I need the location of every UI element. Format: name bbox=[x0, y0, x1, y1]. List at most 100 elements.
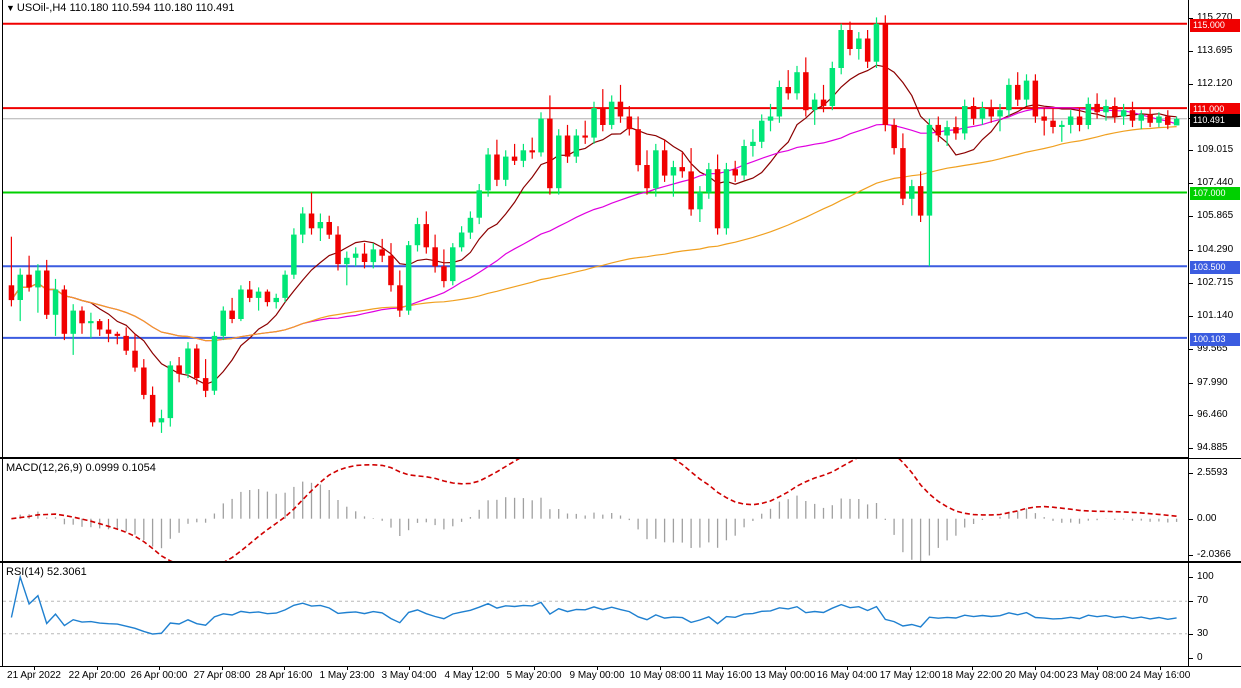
time-axis-label: 23 May 08:00 bbox=[1066, 670, 1128, 681]
candle bbox=[1006, 78, 1012, 117]
rsi-line bbox=[10, 574, 1177, 635]
candle-body bbox=[979, 108, 986, 119]
time-axis-label: 9 May 00:00 bbox=[569, 670, 625, 681]
candle-body bbox=[776, 87, 783, 117]
candle-body bbox=[70, 310, 76, 334]
price-tick-label: 107.440 bbox=[1197, 177, 1234, 188]
macd-panel: MACD(12,26,9) 0.0999 0.1054 2.5593 0.00 -2… bbox=[0, 458, 1241, 562]
candle-body bbox=[706, 169, 712, 193]
candle-body bbox=[935, 124, 941, 136]
price-level-tag-support-100[interactable]: 100.103 bbox=[1190, 333, 1240, 346]
time-tick bbox=[159, 667, 160, 670]
candle bbox=[202, 359, 209, 398]
candle bbox=[997, 103, 1003, 132]
candle bbox=[635, 116, 641, 172]
candle bbox=[600, 89, 606, 132]
candle-body bbox=[423, 224, 429, 248]
time-tick bbox=[1160, 667, 1161, 670]
candle-body bbox=[8, 285, 15, 301]
candle-body bbox=[847, 30, 853, 49]
candle-body bbox=[670, 167, 677, 176]
macd-signal-line bbox=[11, 459, 1177, 561]
time-axis[interactable]: 21 Apr 2022 22 Apr 20:00 26 Apr 00:00 27 Ap… bbox=[0, 667, 1241, 688]
candle bbox=[988, 99, 994, 123]
candle bbox=[838, 23, 844, 75]
candle bbox=[264, 289, 271, 307]
candle bbox=[741, 139, 747, 180]
candle bbox=[141, 359, 147, 400]
candle bbox=[255, 287, 262, 311]
candle-body bbox=[1129, 110, 1136, 121]
candle bbox=[397, 270, 403, 317]
candle-body bbox=[361, 253, 368, 262]
candle-body bbox=[105, 329, 112, 334]
candle-body bbox=[988, 108, 994, 117]
price-level-tag-support-107[interactable]: 107.000 bbox=[1190, 187, 1240, 200]
candle bbox=[679, 152, 685, 178]
candle-body bbox=[926, 124, 933, 216]
candle bbox=[962, 99, 968, 140]
candle bbox=[1059, 120, 1065, 142]
candle bbox=[564, 124, 571, 163]
candle bbox=[335, 226, 341, 271]
price-tick bbox=[1189, 18, 1193, 19]
rsi-tick bbox=[1189, 577, 1193, 578]
candle-body bbox=[1120, 110, 1127, 117]
candle bbox=[1173, 116, 1180, 126]
candle bbox=[211, 331, 218, 395]
price-tick bbox=[1189, 283, 1193, 284]
candle bbox=[935, 116, 941, 142]
time-tick bbox=[472, 667, 473, 670]
candle-body bbox=[679, 167, 685, 172]
price-tick bbox=[1189, 448, 1193, 449]
time-tick bbox=[34, 667, 35, 670]
candle bbox=[608, 95, 615, 130]
price-axis[interactable]: 115.270113.695112.120110.545109.015107.4… bbox=[1188, 0, 1241, 458]
candle bbox=[661, 139, 668, 182]
price-level-tag-last-price-110[interactable]: 110.491 bbox=[1190, 114, 1240, 127]
candle-body bbox=[767, 116, 774, 121]
candle-body bbox=[882, 23, 889, 126]
price-level-tag-resistance-115[interactable]: 115.000 bbox=[1190, 19, 1240, 32]
candle bbox=[1156, 112, 1162, 128]
time-axis-label: 24 May 16:00 bbox=[1129, 670, 1191, 681]
candle-body bbox=[1112, 106, 1118, 117]
rsi-plot-area[interactable] bbox=[2, 563, 1188, 666]
candle-body bbox=[970, 106, 977, 119]
candle bbox=[882, 15, 889, 132]
candle bbox=[414, 217, 421, 252]
price-tick-label: 104.290 bbox=[1197, 244, 1234, 255]
candle-body bbox=[962, 106, 968, 134]
price-plot-area[interactable] bbox=[2, 0, 1188, 458]
candle bbox=[891, 118, 897, 155]
candle bbox=[379, 238, 385, 263]
candle-body bbox=[370, 249, 377, 263]
candle-body bbox=[61, 289, 68, 334]
candle-body bbox=[635, 129, 641, 166]
candle-body bbox=[344, 257, 350, 265]
candle bbox=[423, 211, 429, 254]
price-level-tag-resistance-111[interactable]: 111.000 bbox=[1190, 103, 1240, 116]
candle bbox=[644, 150, 650, 195]
candle-body bbox=[873, 23, 880, 62]
candle-body bbox=[617, 101, 624, 117]
candle-body bbox=[626, 116, 633, 130]
candle bbox=[626, 106, 633, 136]
time-axis-label: 4 May 12:00 bbox=[444, 670, 500, 681]
price-tick-label: 96.460 bbox=[1197, 409, 1228, 420]
candle bbox=[158, 409, 165, 433]
candle bbox=[132, 333, 138, 372]
candle bbox=[803, 57, 809, 117]
collapse-chevron-icon[interactable]: ▼ bbox=[6, 3, 15, 13]
candle bbox=[794, 65, 800, 100]
candle-body bbox=[149, 394, 156, 423]
time-tick bbox=[1097, 667, 1098, 670]
macd-plot-area[interactable] bbox=[2, 459, 1188, 561]
candle bbox=[503, 150, 509, 187]
price-level-tag-support-103[interactable]: 103.500 bbox=[1190, 261, 1240, 274]
candle bbox=[979, 101, 986, 125]
candle-body bbox=[811, 99, 818, 111]
candle-body bbox=[750, 141, 756, 146]
candle-body bbox=[785, 87, 791, 94]
candle-body bbox=[123, 335, 129, 351]
